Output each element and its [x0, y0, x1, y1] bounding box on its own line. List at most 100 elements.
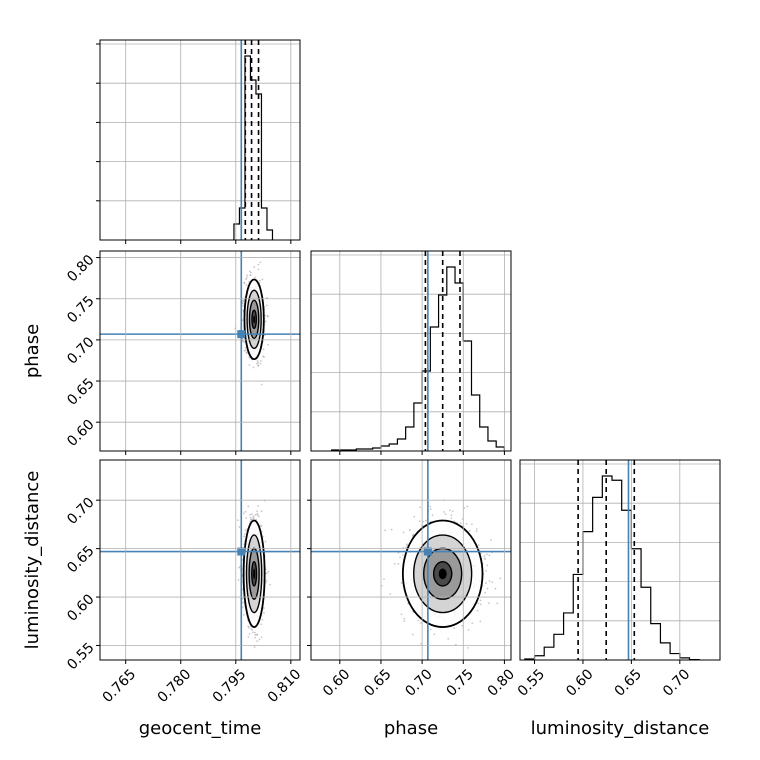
sample-point	[419, 506, 422, 509]
x-tick-label: 0.70	[402, 666, 435, 699]
density-contour	[253, 568, 256, 580]
sample-point	[471, 622, 474, 625]
sample-point	[237, 519, 239, 522]
sample-point	[499, 577, 502, 580]
sample-point	[408, 529, 411, 531]
sample-point	[260, 636, 263, 639]
density-contour	[253, 315, 256, 324]
histogram-phase	[311, 251, 511, 451]
sample-point	[247, 636, 250, 638]
sample-point	[463, 506, 466, 509]
sample-point	[390, 528, 393, 531]
sample-point	[248, 280, 250, 283]
x-tick-label: 0.55	[515, 666, 548, 699]
y-tick-label: 0.65	[64, 375, 97, 408]
x-tick-label: 0.810	[265, 666, 305, 706]
sample-point	[266, 314, 269, 317]
sample-point	[261, 278, 264, 281]
sample-point	[249, 520, 251, 523]
sample-point	[485, 582, 487, 584]
sample-point	[399, 556, 402, 559]
sample-point	[245, 352, 248, 354]
sample-point	[468, 529, 471, 532]
sample-point	[251, 631, 254, 634]
sample-point	[252, 366, 255, 369]
x-tick-label: 0.80	[485, 666, 518, 699]
sample-point	[403, 620, 406, 622]
sample-point	[248, 633, 251, 635]
x-axis-label-luminosity_distance: luminosity_distance	[531, 718, 710, 739]
sample-point	[241, 299, 244, 302]
sample-point	[257, 263, 260, 266]
sample-point	[252, 517, 254, 520]
sample-point	[260, 383, 263, 386]
sample-point	[257, 268, 260, 271]
panel-frame-geocent_time-phase	[99, 250, 301, 452]
sample-point	[479, 603, 482, 606]
sample-point	[256, 512, 259, 515]
sample-point	[259, 359, 262, 362]
histogram-geocent_time	[96, 40, 300, 240]
panel-frame-diag-phase	[310, 250, 512, 452]
sample-point	[254, 513, 257, 516]
sample-point	[258, 638, 261, 641]
sample-point	[238, 566, 241, 569]
panel-frame-phase-luminosity_distance	[310, 459, 512, 661]
sample-point	[417, 619, 420, 622]
sample-point	[383, 578, 385, 581]
sample-point	[486, 587, 489, 590]
sample-point	[450, 514, 453, 517]
y-axis-label-luminosity_distance: luminosity_distance	[22, 471, 43, 650]
x-tick-label: 0.780	[155, 666, 195, 706]
sample-point	[443, 511, 446, 513]
x-tick-label: 0.795	[210, 666, 250, 706]
sample-point	[250, 271, 252, 274]
sample-point	[403, 617, 406, 620]
sample-point	[263, 356, 266, 358]
x-tick-label: 0.60	[320, 666, 353, 699]
sample-point	[429, 508, 432, 511]
sample-point	[243, 512, 245, 515]
sample-point	[242, 339, 244, 342]
sample-point	[254, 636, 256, 639]
histogram-luminosity_distance	[520, 460, 720, 661]
sample-point	[405, 543, 408, 546]
sample-point	[257, 361, 259, 364]
sample-point	[259, 362, 262, 365]
sample-point	[256, 510, 258, 513]
x-tick-label: 0.65	[361, 666, 394, 699]
sample-point	[264, 320, 267, 323]
sample-point	[422, 520, 425, 523]
sample-point	[266, 304, 268, 307]
histogram-step-luminosity_distance	[524, 475, 700, 661]
sample-point	[259, 279, 261, 282]
y-tick-label: 0.70	[64, 334, 97, 367]
sample-point	[251, 513, 253, 515]
sample-point	[486, 564, 489, 567]
sample-point	[401, 554, 404, 556]
sample-point	[266, 572, 268, 575]
density-contour	[438, 568, 447, 580]
sample-point	[256, 514, 259, 516]
panel-frame-geocent_time-luminosity_distance	[99, 459, 301, 661]
sample-point	[425, 519, 427, 522]
histogram-step-geocent_time	[233, 55, 274, 240]
truth-marker	[237, 547, 246, 556]
sample-point	[249, 513, 251, 516]
sample-point	[476, 609, 479, 612]
y-tick-label: 0.75	[64, 293, 97, 326]
sample-point	[461, 624, 464, 627]
sample-point	[412, 633, 414, 636]
sample-point	[444, 513, 447, 516]
sample-point	[238, 526, 241, 528]
sample-point	[253, 266, 256, 268]
sample-point	[269, 583, 272, 586]
sample-point	[242, 613, 245, 616]
sample-point	[484, 591, 487, 594]
scatter-panel-phase-luminosity_distance	[311, 460, 511, 660]
sample-point	[257, 364, 260, 367]
sample-point	[261, 618, 264, 621]
sample-point	[248, 356, 251, 359]
sample-point	[412, 534, 415, 536]
sample-point	[496, 602, 499, 605]
